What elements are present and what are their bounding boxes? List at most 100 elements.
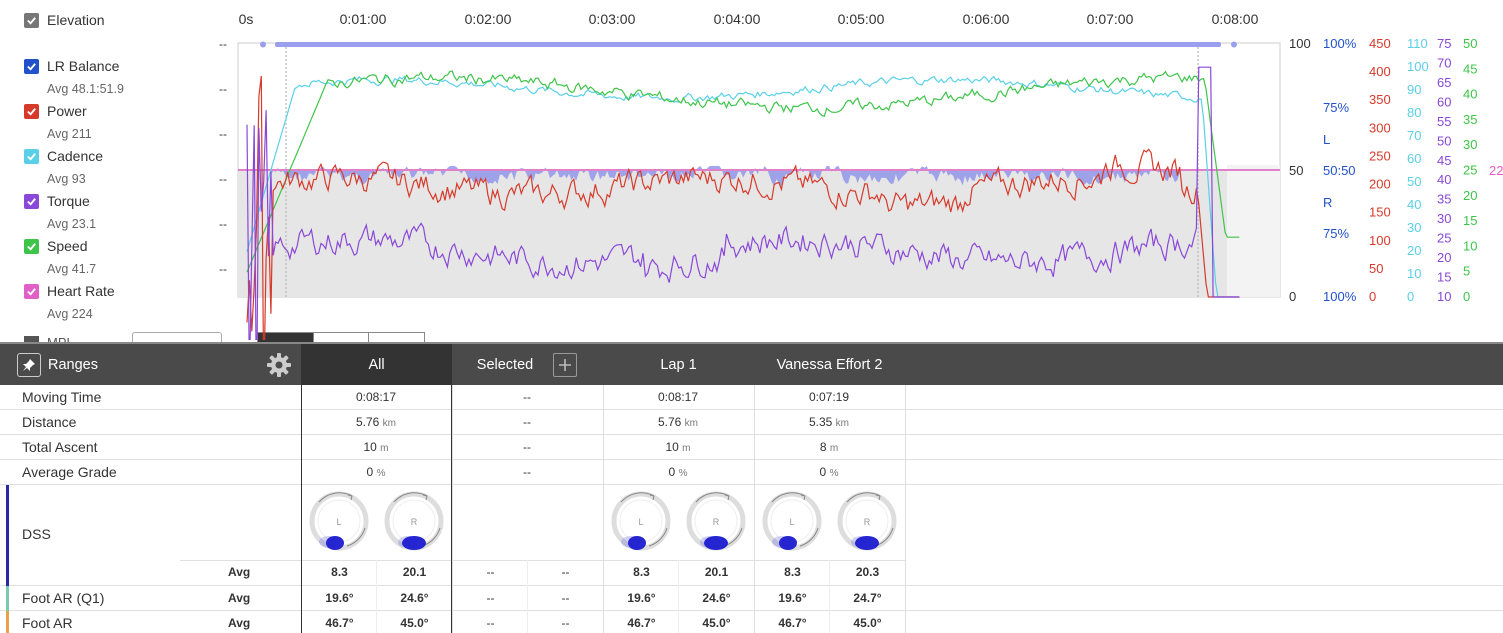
cell-value: 10	[363, 440, 377, 454]
dss-value: 8.3	[633, 565, 650, 579]
elevation-axis-tick-label: 100	[1289, 36, 1311, 51]
add-range-icon[interactable]	[553, 352, 578, 377]
table-cell: 0:08:17	[608, 390, 748, 404]
gear-icon[interactable]	[266, 352, 292, 378]
power-axis-tick-label: 450	[1369, 36, 1391, 51]
cadence-axis-tick-label: 50	[1407, 174, 1421, 189]
x-tick-label: 0:03:00	[589, 11, 636, 27]
table-row: Distance 5.76 km -- 5.76 km 5.35 km	[0, 410, 1503, 435]
speed-axis-tick-label: 25	[1463, 163, 1477, 178]
cell-unit: %	[829, 468, 839, 479]
foot-ar-value: --	[486, 616, 495, 630]
speed-axis-tick-label: 45	[1463, 61, 1477, 76]
tab-vanessa-effort-2[interactable]: Vanessa Effort 2	[776, 356, 883, 373]
legend-item-lr-balance[interactable]: LR Balance	[24, 57, 119, 75]
checkbox-icon[interactable]	[24, 238, 39, 254]
ranges-header: Ranges All Selected Lap 1 Vanessa Effort…	[0, 342, 1503, 385]
heart-rate-axis-tick-label: 22	[1489, 163, 1503, 178]
dss-row: DSS Avg L R L R L R 8.3 20.1 -- -- 8.3 20.1 8.3 20.3	[0, 485, 1503, 586]
legend-avg: Avg 23.1	[47, 217, 97, 231]
dss-value: 8.3	[331, 565, 348, 579]
dss-gauge-right: R	[837, 491, 897, 551]
power-axis-tick-label: 50	[1369, 261, 1383, 276]
cell-value: 0:08:17	[355, 390, 397, 404]
legend-label: Speed	[47, 238, 88, 254]
legend-item-elevation[interactable]: Elevation	[24, 11, 105, 29]
torque-axis-tick-label: 30	[1437, 211, 1451, 226]
table-row-foot-q1: Foot AR (Q1) Avg 19.6° 24.6° -- -- 19.6° 24.6° 1…	[0, 586, 1503, 611]
x-tick-label: 0:04:00	[714, 11, 761, 27]
row-marker	[6, 611, 9, 633]
speed-line	[246, 70, 1240, 273]
cadence-axis-tick-label: 80	[1407, 105, 1421, 120]
table-cell: 8 m	[759, 440, 899, 454]
foot-ar-value: 45.0°	[853, 616, 882, 630]
legend-item-speed[interactable]: Speed	[24, 237, 87, 255]
checkbox-icon[interactable]	[24, 148, 39, 164]
x-tick-label: 0:05:00	[838, 11, 885, 27]
balance-axis-tick-label: 100%	[1323, 289, 1357, 304]
tab-selected[interactable]: Selected	[452, 344, 602, 385]
avg-label: Avg	[228, 565, 251, 579]
torque-axis-tick-label: 75	[1437, 36, 1451, 51]
subcolumn-divider	[527, 560, 528, 633]
cell-value: 0:07:19	[808, 390, 850, 404]
speed-axis-tick-label: 40	[1463, 87, 1477, 102]
legend-item-torque[interactable]: Torque	[24, 192, 90, 210]
cell-value: 5.76	[657, 415, 682, 429]
cell-value: 5.35	[808, 415, 833, 429]
chart-options-select[interactable]	[132, 332, 222, 342]
cell-unit: %	[376, 468, 386, 479]
gauge-side-label: R	[713, 517, 720, 527]
avg-label: Avg	[228, 591, 251, 605]
foot-ar-value: 24.7°	[853, 591, 882, 605]
cell-value: 10	[665, 440, 679, 454]
subcolumn-divider	[376, 560, 377, 633]
torque-axis-tick-label: 45	[1437, 153, 1451, 168]
checkbox-icon[interactable]	[24, 103, 39, 119]
dss-value: 8.3	[784, 565, 801, 579]
activity-chart[interactable]: 0s 0:01:00 0:02:00 0:03:00 0:04:00 0:05:00 0:0…	[237, 0, 1503, 340]
table-cell: 0 %	[306, 465, 446, 479]
legend-label: Heart Rate	[47, 283, 115, 299]
balance-axis-tick-label: 75%	[1323, 100, 1349, 115]
foot-ar-value: 19.6°	[778, 591, 807, 605]
elevation-area-tail	[1227, 165, 1280, 297]
power-axis-tick-label: 400	[1369, 64, 1391, 79]
legend-avg: Avg 41.7	[47, 262, 97, 276]
table-cell: 10 m	[306, 440, 446, 454]
legend-item-power[interactable]: Power	[24, 102, 87, 120]
tab-all[interactable]: All	[301, 344, 452, 385]
cell-unit: m	[829, 443, 839, 454]
legend-avg: Avg 224	[47, 307, 93, 321]
table-cell: 5.35 km	[759, 415, 899, 429]
balance-axis-tick-label: L	[1323, 132, 1330, 147]
cadence-axis-tick-label: 40	[1407, 197, 1421, 212]
power-axis-tick-label: 200	[1369, 177, 1391, 192]
dss-value: 20.1	[402, 565, 427, 579]
row-label: Moving Time	[22, 389, 102, 405]
column-divider	[452, 385, 453, 633]
gauge-side-label: L	[789, 517, 794, 527]
tab-lap-1[interactable]: Lap 1	[660, 356, 697, 373]
dss-density-blob	[700, 536, 728, 550]
torque-axis-tick-label: 35	[1437, 192, 1451, 207]
speed-axis-tick-label: 5	[1463, 264, 1470, 279]
table-row: Moving Time 0:08:17 -- 0:08:17 0:07:19	[0, 385, 1503, 410]
checkbox-icon[interactable]	[24, 193, 39, 209]
dss-gauge-left: L	[762, 491, 822, 551]
legend-item-cadence[interactable]: Cadence	[24, 147, 103, 165]
gauge-side-label: R	[411, 517, 418, 527]
power-axis-tick-label: 0	[1369, 289, 1376, 304]
power-axis-tick-label: 250	[1369, 148, 1391, 163]
mpl-checkbox-icon[interactable]	[24, 336, 39, 342]
legend-item-heart-rate[interactable]: Heart Rate	[24, 282, 115, 300]
pin-icon[interactable]	[17, 352, 41, 377]
checkbox-icon[interactable]	[24, 12, 39, 28]
cadence-axis-tick-label: 20	[1407, 243, 1421, 258]
checkbox-icon[interactable]	[24, 58, 39, 74]
gauge-side-label: L	[336, 517, 341, 527]
checkbox-icon[interactable]	[24, 283, 39, 299]
x-tick-label: 0:07:00	[1087, 11, 1134, 27]
row-label: Foot AR	[22, 615, 73, 631]
